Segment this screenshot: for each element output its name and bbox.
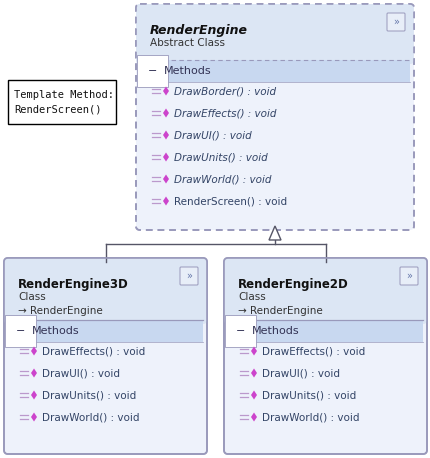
Polygon shape [31, 391, 37, 399]
Text: DrawWorld() : void: DrawWorld() : void [261, 413, 359, 423]
Bar [140, 52, 409, 62]
Text: DrawUI() : void: DrawUI() : void [174, 131, 251, 141]
Polygon shape [250, 369, 256, 377]
FancyBboxPatch shape [4, 258, 206, 454]
Text: −: − [236, 326, 245, 336]
Bar [8, 80, 116, 124]
Text: Class: Class [18, 292, 46, 302]
Text: DrawUnits() : void: DrawUnits() : void [42, 391, 136, 401]
Polygon shape [250, 413, 256, 421]
Polygon shape [163, 87, 169, 96]
Polygon shape [250, 391, 256, 399]
Text: »: » [392, 17, 398, 27]
Polygon shape [163, 131, 169, 140]
Text: DrawWorld() : void: DrawWorld() : void [174, 175, 271, 185]
Text: »: » [405, 271, 411, 281]
Text: DrawEffects() : void: DrawEffects() : void [42, 347, 145, 357]
Text: DrawUnits() : void: DrawUnits() : void [174, 153, 267, 163]
Text: »: » [186, 271, 191, 281]
Text: → RenderEngine: → RenderEngine [18, 306, 102, 316]
Text: Methods: Methods [252, 326, 299, 336]
Text: DrawWorld() : void: DrawWorld() : void [42, 413, 139, 423]
Polygon shape [163, 109, 169, 118]
Text: −: − [16, 326, 25, 336]
Bar [140, 60, 409, 82]
Text: → RenderEngine: → RenderEngine [237, 306, 322, 316]
Bar [8, 312, 203, 322]
Text: RenderEngine3D: RenderEngine3D [18, 278, 129, 291]
Text: DrawBorder() : void: DrawBorder() : void [174, 87, 276, 97]
Polygon shape [163, 196, 169, 206]
Polygon shape [268, 226, 280, 240]
Bar [227, 312, 422, 322]
FancyBboxPatch shape [224, 258, 426, 454]
FancyBboxPatch shape [386, 13, 404, 31]
FancyBboxPatch shape [399, 267, 417, 285]
Polygon shape [163, 153, 169, 162]
FancyBboxPatch shape [4, 258, 206, 324]
Text: DrawUI() : void: DrawUI() : void [261, 369, 339, 379]
Text: Abstract Class: Abstract Class [150, 38, 224, 48]
FancyBboxPatch shape [136, 4, 413, 230]
Text: −: − [147, 66, 157, 76]
FancyBboxPatch shape [224, 258, 426, 324]
Text: RenderEngine2D: RenderEngine2D [237, 278, 348, 291]
Text: Methods: Methods [32, 326, 80, 336]
Text: RenderEngine: RenderEngine [150, 24, 247, 37]
Text: DrawEffects() : void: DrawEffects() : void [174, 109, 276, 119]
Polygon shape [31, 413, 37, 421]
FancyBboxPatch shape [136, 4, 413, 64]
Text: DrawUnits() : void: DrawUnits() : void [261, 391, 356, 401]
Text: DrawUI() : void: DrawUI() : void [42, 369, 120, 379]
FancyBboxPatch shape [180, 267, 197, 285]
Bar [8, 320, 203, 342]
Text: Methods: Methods [164, 66, 211, 76]
Text: Template Method:
RenderScreen(): Template Method: RenderScreen() [14, 90, 114, 114]
Polygon shape [31, 347, 37, 355]
Polygon shape [250, 347, 256, 355]
Polygon shape [31, 369, 37, 377]
Text: RenderScreen() : void: RenderScreen() : void [174, 197, 286, 207]
Text: Class: Class [237, 292, 265, 302]
Text: DrawEffects() : void: DrawEffects() : void [261, 347, 364, 357]
Bar [227, 320, 422, 342]
Polygon shape [163, 174, 169, 184]
